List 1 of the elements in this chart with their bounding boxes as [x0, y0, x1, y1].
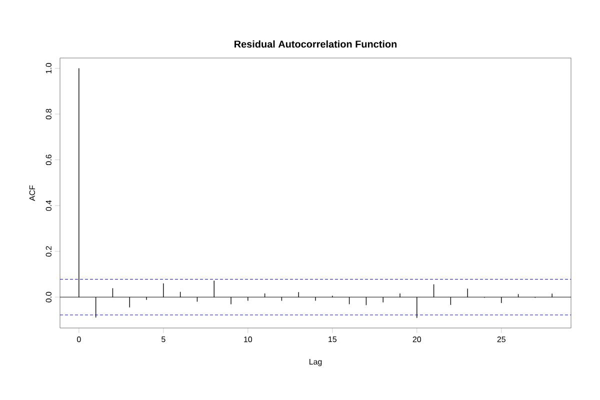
chart-title: Residual Autocorrelation Function: [234, 40, 397, 48]
